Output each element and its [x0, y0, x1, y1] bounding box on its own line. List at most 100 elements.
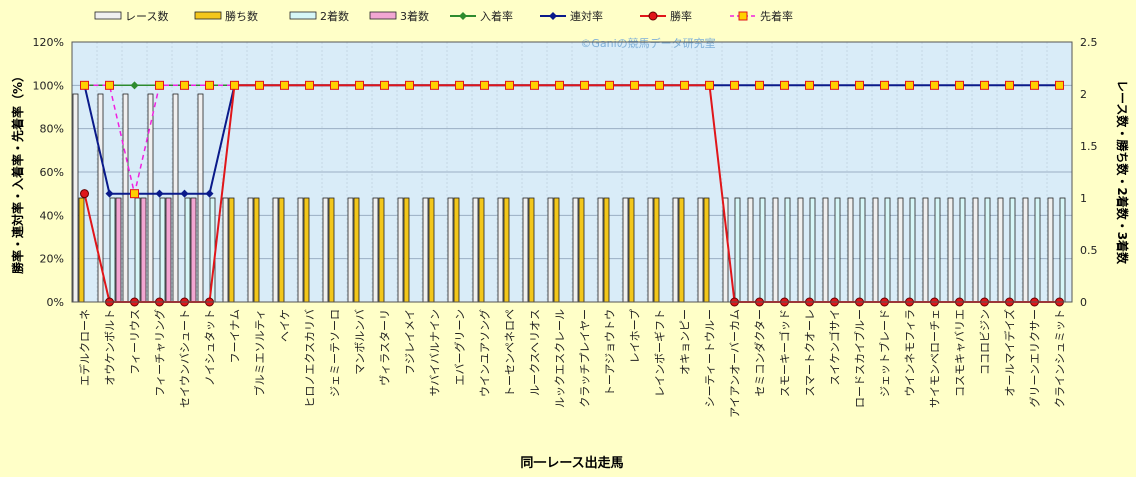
marker-先着率 — [380, 80, 389, 90]
category-label: アイアンオーバーカム — [729, 309, 742, 418]
category-label: ヘイケ — [279, 309, 292, 342]
category-label: サイモンベローチェ — [929, 309, 942, 408]
category-label: トーアジョウトウ — [604, 309, 617, 396]
y-left-tick-label: 80% — [40, 123, 64, 136]
marker-先着率 — [80, 80, 89, 90]
category-label: オキョンピー — [679, 309, 692, 375]
bar-2着数 — [1059, 197, 1066, 303]
y-left-tick-label: 0% — [47, 296, 64, 309]
bar-レース数 — [372, 197, 379, 303]
legend-swatch — [94, 11, 122, 20]
bar-レース数 — [697, 197, 704, 303]
bar-レース数 — [947, 197, 954, 303]
category-label: ヴィラスターリ — [378, 309, 392, 386]
bar-レース数 — [122, 93, 129, 303]
category-label: トーセンペネロペ — [504, 309, 517, 397]
legend-swatch — [289, 11, 317, 20]
bar-2着数 — [109, 197, 116, 303]
legend-swatch — [194, 11, 222, 20]
category-label: セイウンバシュート — [179, 309, 192, 408]
legend-marker — [648, 11, 658, 21]
category-label: ブルミエソルティ — [253, 309, 267, 396]
y-right-tick-label: 1.5 — [1080, 140, 1098, 153]
y-axis-left-title: 勝率・連対率・入着率・先着率（%） — [10, 70, 25, 274]
bar-レース数 — [72, 93, 79, 303]
bar-勝ち数 — [478, 197, 485, 303]
category-label: マンボルンバ — [354, 309, 367, 375]
bar-レース数 — [222, 197, 229, 303]
category-label: ルックエスクレール — [554, 309, 567, 408]
bar-レース数 — [272, 197, 279, 303]
marker-先着率 — [130, 189, 139, 199]
marker-先着率 — [430, 80, 439, 90]
legend-marker — [549, 12, 557, 20]
marker-先着率 — [930, 80, 939, 90]
bar-レース数 — [897, 197, 904, 303]
marker-入着率 — [130, 81, 139, 90]
marker-先着率 — [330, 80, 339, 90]
bar-レース数 — [447, 197, 454, 303]
bar-3着数 — [190, 197, 197, 303]
legend-label: 勝ち数 — [225, 9, 258, 23]
bar-2着数 — [734, 197, 741, 303]
category-label: スモーキーゴッド — [778, 309, 792, 397]
bar-勝ち数 — [378, 197, 385, 303]
category-label: ウインネモフィラ — [904, 309, 917, 397]
bar-勝ち数 — [653, 197, 660, 303]
category-label: ココロビジン — [979, 309, 992, 375]
marker-先着率 — [555, 80, 564, 90]
legend-label: 連対率 — [570, 9, 603, 23]
bar-レース数 — [847, 197, 854, 303]
bar-勝ち数 — [578, 197, 585, 303]
bar-レース数 — [197, 93, 204, 303]
watermark: ©Ganiの競馬データ研究室 — [580, 36, 715, 50]
marker-先着率 — [680, 80, 689, 90]
bar-勝ち数 — [353, 197, 360, 303]
bar-2着数 — [784, 197, 791, 303]
plot-frame — [71, 41, 1073, 303]
category-label: エデルクローネ — [78, 309, 92, 386]
marker-連対率 — [155, 189, 164, 198]
bar-レース数 — [922, 197, 929, 303]
bar-2着数 — [834, 197, 841, 303]
bar-勝ち数 — [678, 197, 685, 303]
y-right-tick-label: 2 — [1080, 88, 1087, 101]
marker-先着率 — [155, 80, 164, 90]
bar-勝ち数 — [703, 197, 710, 303]
category-label: スイケンゴサイ — [828, 309, 842, 386]
category-label: フジレイメイ — [404, 309, 417, 375]
legend-marker — [459, 12, 467, 20]
marker-先着率 — [805, 80, 814, 90]
marker-先着率 — [755, 80, 764, 90]
bar-勝ち数 — [253, 197, 260, 303]
legend-label: レース数 — [125, 10, 168, 23]
bar-勝ち数 — [428, 197, 435, 303]
marker-先着率 — [355, 80, 364, 90]
category-label: シーティートウルー — [704, 309, 717, 407]
y-right-tick-label: 2.5 — [1080, 36, 1098, 49]
category-label: コスモキャバリエ — [954, 309, 967, 397]
marker-先着率 — [480, 80, 489, 90]
y-left-tick-label: 100% — [33, 79, 64, 92]
x-axis-title: 同一レース出走馬 — [520, 455, 623, 471]
bar-勝ち数 — [78, 197, 85, 303]
bar-勝ち数 — [628, 197, 635, 303]
category-label: ジェットブレード — [878, 309, 892, 397]
category-label: クラインシュミット — [1054, 309, 1067, 408]
marker-先着率 — [455, 80, 464, 90]
bar-2着数 — [859, 197, 866, 303]
y-left-tick-label: 120% — [33, 36, 64, 49]
marker-先着率 — [305, 80, 314, 90]
marker-先着率 — [705, 80, 714, 90]
bar-レース数 — [872, 197, 879, 303]
marker-連対率 — [205, 189, 214, 198]
category-label: クラッチプレイヤー — [579, 309, 592, 408]
category-label: サバイバルナイン — [429, 309, 442, 396]
marker-先着率 — [1030, 80, 1039, 90]
legend: レース数 勝ち数 2着数 3着数 入着率 連対率 勝率 先着率 — [94, 9, 793, 23]
marker-先着率 — [1055, 80, 1064, 90]
bar-レース数 — [522, 197, 529, 303]
marker-先着率 — [1005, 80, 1014, 90]
